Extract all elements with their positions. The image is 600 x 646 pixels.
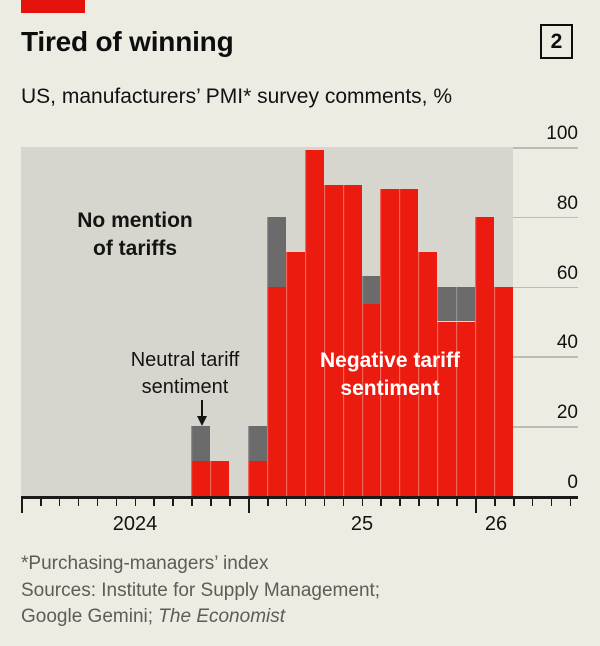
bar-negative-sep-2025 [399, 188, 419, 496]
bar-neutral-dec-2025 [456, 286, 476, 322]
gridline-100 [513, 147, 578, 149]
x-tick-month [361, 498, 364, 506]
x-tick-month [399, 498, 401, 506]
chart-title: Tired of winning [21, 26, 234, 57]
x-tick-month [96, 498, 99, 506]
footnote: *Purchasing-managers’ index [21, 553, 269, 574]
bar-negative-feb-2026 [494, 286, 513, 496]
bar-negative-feb-2025 [266, 286, 286, 496]
sources-line2-prefix: Google Gemini; [21, 606, 159, 627]
x-axis-line [21, 496, 578, 499]
x-tick-year [21, 498, 23, 513]
y-axis-label-80: 80 [556, 192, 578, 214]
plot-area [21, 147, 513, 496]
bar-negative-apr-2025 [304, 150, 324, 496]
x-axis-label-26: 26 [484, 513, 508, 535]
x-tick-month [172, 498, 174, 506]
sources-line1: Sources: Institute for Supply Management… [21, 579, 381, 601]
x-tick-month [418, 498, 420, 506]
x-tick-month [323, 498, 326, 506]
x-axis-label-2024: 2024 [112, 513, 158, 535]
bar-negative-oct-2024 [191, 461, 211, 496]
chart-number: 2 [550, 29, 563, 53]
bar-neutral-feb-2025 [266, 216, 286, 287]
x-tick-month [39, 498, 42, 506]
sources-line2: Google Gemini; The Economist [21, 604, 380, 631]
bar-negative-jan-2025 [248, 461, 267, 496]
bar-neutral-oct-2024 [191, 426, 211, 462]
bar-negative-jul-2025 [361, 304, 381, 496]
bar-negative-dec-2025 [456, 321, 476, 496]
bar-negative-aug-2025 [380, 188, 400, 496]
gridline-80 [513, 216, 578, 219]
bar-negative-nov-2024 [210, 461, 230, 496]
x-tick-month [153, 498, 156, 506]
x-tick-month [342, 498, 345, 506]
bar-neutral-jul-2025 [361, 276, 381, 305]
y-axis-label-0: 0 [567, 472, 578, 493]
bar-negative-may-2025 [323, 185, 343, 496]
x-tick-month [210, 498, 212, 506]
x-tick-month [512, 498, 515, 506]
x-tick-month [531, 498, 534, 506]
x-tick-month [134, 498, 137, 506]
x-tick-month [550, 498, 553, 506]
label-neutral-line1: Neutral tariff [130, 349, 240, 371]
y-axis-label-40: 40 [556, 332, 578, 354]
label-neutral-line2: sentiment [141, 376, 229, 398]
x-tick-month [115, 498, 118, 506]
bar-negative-oct-2025 [418, 251, 438, 496]
economist-red-tag [21, 0, 85, 13]
label-negative-line1: Negative tariff [319, 349, 461, 372]
x-tick-month [494, 498, 496, 506]
chart-number-box: 2 [540, 24, 573, 59]
x-tick-year [248, 498, 250, 513]
label-neutral-tariff-sentiment: Neutral tariff sentiment [75, 347, 295, 401]
x-tick-month [304, 498, 307, 506]
bar-neutral-jan-2025 [248, 426, 267, 462]
x-tick-year [475, 498, 477, 513]
y-axis-label-100: 100 [546, 123, 578, 144]
label-no-mention-of-tariffs: No mention of tariffs [25, 207, 245, 263]
gridline-60 [513, 286, 578, 289]
y-axis-label-20: 20 [556, 402, 578, 424]
bar-negative-jan-2026 [475, 216, 494, 496]
x-tick-month [266, 498, 269, 506]
x-tick-month [191, 498, 193, 506]
sources-line2-italic: The Economist [158, 606, 286, 627]
x-axis-label-25: 25 [350, 513, 374, 535]
x-tick-month [437, 498, 439, 506]
x-tick-month [456, 498, 458, 506]
x-tick-month [380, 498, 383, 506]
label-no-mention-line1: No mention [77, 209, 193, 232]
x-tick-month [285, 498, 288, 506]
label-negative-tariff-sentiment: Negative tariff sentiment [280, 347, 500, 403]
bar-neutral-nov-2025 [437, 286, 457, 322]
x-tick-month [77, 498, 80, 506]
gridline-40 [513, 356, 578, 358]
x-tick-month [569, 498, 572, 506]
label-no-mention-line2: of tariffs [93, 237, 177, 260]
x-tick-month [58, 498, 61, 506]
gridline-20 [513, 426, 578, 428]
x-tick-month [229, 498, 231, 506]
label-negative-line2: sentiment [340, 377, 440, 400]
bar-negative-jun-2025 [342, 185, 362, 496]
annotation-arrow-down-icon [197, 400, 207, 426]
bar-negative-nov-2025 [437, 321, 457, 496]
chart-subtitle: US, manufacturers’ PMI* survey comments,… [21, 85, 453, 108]
y-axis-label-60: 60 [556, 262, 578, 284]
footer: *Purchasing-managers’ index Sources: Ins… [21, 551, 380, 631]
bar-negative-mar-2025 [285, 251, 305, 496]
